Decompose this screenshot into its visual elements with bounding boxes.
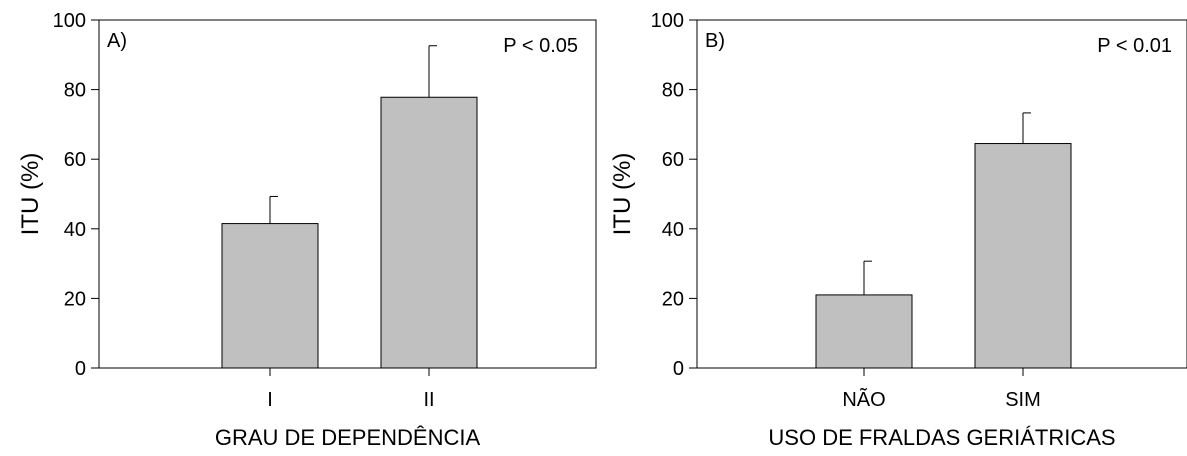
x-axis-title-a: GRAU DE DEPENDÊNCIA: [215, 425, 481, 450]
y-tick-label-a-3: 60: [64, 149, 86, 171]
y-tick-label-a-5: 100: [53, 10, 86, 32]
y-tick-label-b-2: 40: [662, 219, 684, 241]
y-tick-label-b-0: 0: [673, 358, 684, 380]
y-tick-label-b-1: 20: [662, 288, 684, 310]
p-value-annotation-b: P < 0.01: [1097, 35, 1172, 57]
x-tick-label-b-1: SIM: [1005, 389, 1041, 411]
bar-b-1: [974, 143, 1072, 369]
panel-label-a: A): [107, 30, 127, 52]
y-tick-label-a-2: 40: [64, 219, 86, 241]
plot-frame-a: [98, 19, 597, 369]
x-tick-label-b-0: NÃO: [842, 387, 885, 411]
y-tick-label-a-0: 0: [75, 358, 86, 380]
y-axis-a: 0 20 40 60 80 100: [53, 10, 99, 380]
plot-frame-b: [696, 19, 1187, 369]
y-tick-label-a-4: 80: [64, 80, 86, 102]
y-axis-b: 0 20 40 60 80 100: [651, 10, 697, 380]
y-tick-label-b-5: 100: [651, 10, 684, 32]
x-tick-label-a-0: I: [267, 389, 273, 411]
y-tick-label-a-1: 20: [64, 288, 86, 310]
x-tick-label-a-1: II: [423, 389, 434, 411]
bar-a-1: [380, 96, 478, 369]
bars-a: [221, 45, 478, 369]
x-axis-title-b: USO DE FRALDAS GERIÁTRICAS: [768, 425, 1115, 450]
bar-a-0: [221, 223, 319, 369]
y-axis-title-b: ITU (%): [609, 153, 636, 236]
p-value-annotation-a: P < 0.05: [503, 35, 578, 57]
y-tick-label-b-4: 80: [662, 80, 684, 102]
x-axis-b: NÃO SIM: [842, 368, 1041, 411]
panel-b: 0 20 40 60 80 100 NÃO SIM B) P < 0.01 USO DE F…: [609, 10, 1187, 450]
bars-b: [815, 112, 1072, 369]
y-tick-label-b-3: 60: [662, 149, 684, 171]
x-axis-a: I II: [267, 368, 435, 411]
bar-b-0: [815, 294, 913, 369]
panel-label-b: B): [705, 30, 725, 52]
y-axis-title-a: ITU (%): [17, 153, 44, 236]
